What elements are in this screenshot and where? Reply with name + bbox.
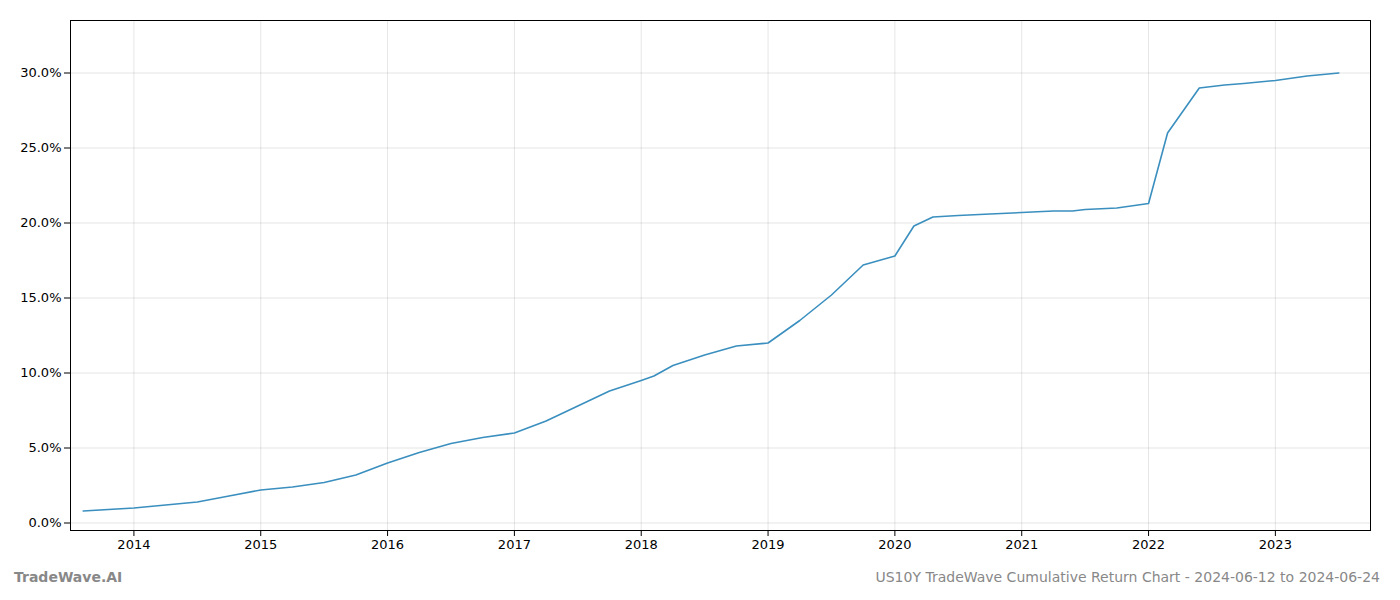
svg-text:2016: 2016 — [371, 537, 404, 552]
svg-text:15.0%: 15.0% — [20, 290, 61, 305]
svg-text:5.0%: 5.0% — [28, 440, 61, 455]
svg-text:25.0%: 25.0% — [20, 140, 61, 155]
svg-text:30.0%: 30.0% — [20, 65, 61, 80]
svg-text:2019: 2019 — [752, 537, 785, 552]
svg-text:0.0%: 0.0% — [28, 515, 61, 530]
svg-text:2018: 2018 — [625, 537, 658, 552]
svg-text:2023: 2023 — [1259, 537, 1292, 552]
svg-text:2015: 2015 — [244, 537, 277, 552]
svg-text:2022: 2022 — [1132, 537, 1165, 552]
svg-text:20.0%: 20.0% — [20, 215, 61, 230]
html-text:TradeWave.AI: TradeWave.AI — [14, 569, 123, 585]
svg-text:2014: 2014 — [117, 537, 150, 552]
html-text:US10Y TradeWave Cumulative Ret: US10Y TradeWave Cumulative Return Chart … — [875, 569, 1380, 585]
svg-text:2017: 2017 — [498, 537, 531, 552]
svg-text:10.0%: 10.0% — [20, 365, 61, 380]
svg-text:2020: 2020 — [878, 537, 911, 552]
svg-text:2021: 2021 — [1005, 537, 1038, 552]
